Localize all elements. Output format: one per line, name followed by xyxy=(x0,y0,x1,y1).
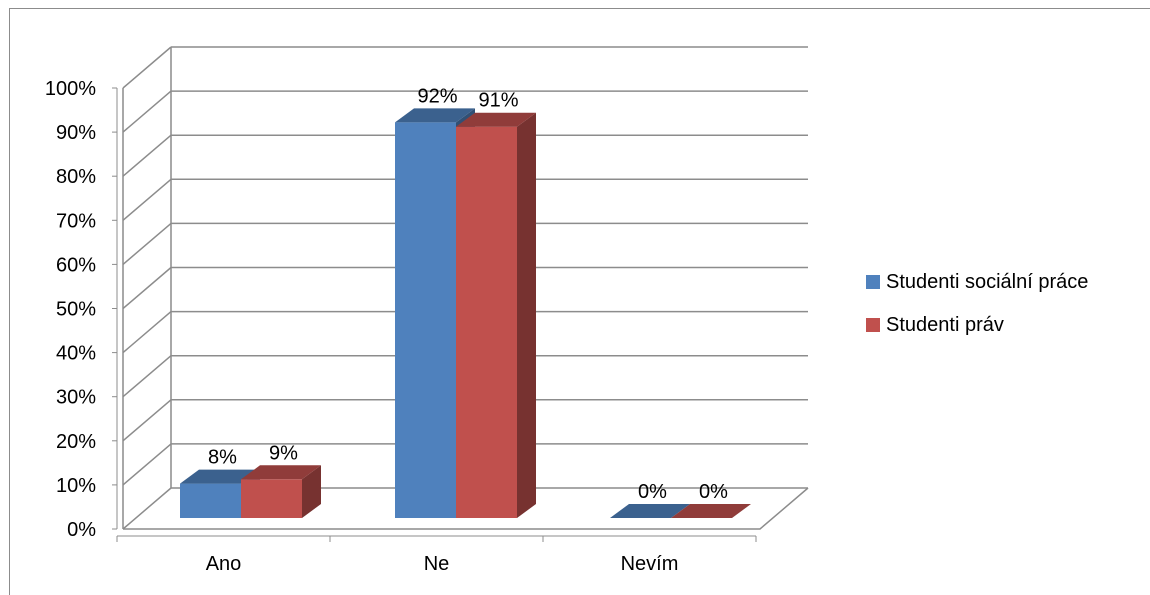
legend-swatch-series-1 xyxy=(866,275,880,289)
bar-Ne-2 xyxy=(456,127,517,518)
bars xyxy=(180,108,751,518)
bar-Ano-2 xyxy=(241,479,302,518)
x-tick-label-Ne: Ne xyxy=(424,553,450,575)
gridline-side-20 xyxy=(123,400,171,441)
legend-item-series-2: Studenti práv xyxy=(866,313,1088,337)
gridline-side-100 xyxy=(123,47,171,88)
x-tick-label-Ano: Ano xyxy=(206,553,242,575)
data-label-Nevím-1: 0% xyxy=(638,481,667,503)
data-label-Ne-1: 92% xyxy=(417,85,457,107)
y-tick-label-50: 50% xyxy=(56,299,96,321)
data-label-Ano-1: 8% xyxy=(208,447,237,469)
gridline-side-80 xyxy=(123,135,171,176)
y-tick-label-30: 30% xyxy=(56,387,96,409)
labels: 0% 10% 20% 30% 40% 50% 60% 70% 80% 90% 100% Ano Ne Ne… xyxy=(45,78,728,575)
gridline-side-70 xyxy=(123,179,171,220)
data-label-Ne-2: 91% xyxy=(478,90,518,112)
gridline-side-60 xyxy=(123,223,171,264)
y-tick-label-10: 10% xyxy=(56,475,96,497)
y-tick-label-80: 80% xyxy=(56,166,96,188)
legend-label-series-1: Studenti sociální práce xyxy=(886,271,1088,294)
y-tick-label-20: 20% xyxy=(56,431,96,453)
legend-swatch-series-2 xyxy=(866,318,880,332)
y-tick-label-100: 100% xyxy=(45,78,96,100)
data-label-Nevím-2: 0% xyxy=(699,481,728,503)
y-tick-label-90: 90% xyxy=(56,122,96,144)
legend-label-series-2: Studenti práv xyxy=(886,314,1004,337)
gridline-side-0 xyxy=(123,488,171,529)
data-label-Ano-2: 9% xyxy=(269,442,298,464)
y-tick-label-70: 70% xyxy=(56,210,96,232)
bar-Ne-1 xyxy=(395,122,456,518)
bar-Ano-1 xyxy=(180,484,241,518)
legend-item-series-1: Studenti sociální práce xyxy=(866,270,1088,294)
x-tick-label-Nevím: Nevím xyxy=(621,553,679,575)
y-tick-label-0: 0% xyxy=(67,519,96,541)
y-tick-label-60: 60% xyxy=(56,254,96,276)
gridline-side-40 xyxy=(123,312,171,353)
y-tick-label-40: 40% xyxy=(56,343,96,365)
bar-Ne-2-side xyxy=(517,113,536,518)
gridline-side-90 xyxy=(123,91,171,132)
legend: Studenti sociální práce Studenti práv xyxy=(866,270,1088,356)
gridline-side-30 xyxy=(123,356,171,397)
gridline-side-10 xyxy=(123,444,171,485)
gridline-side-50 xyxy=(123,268,171,309)
